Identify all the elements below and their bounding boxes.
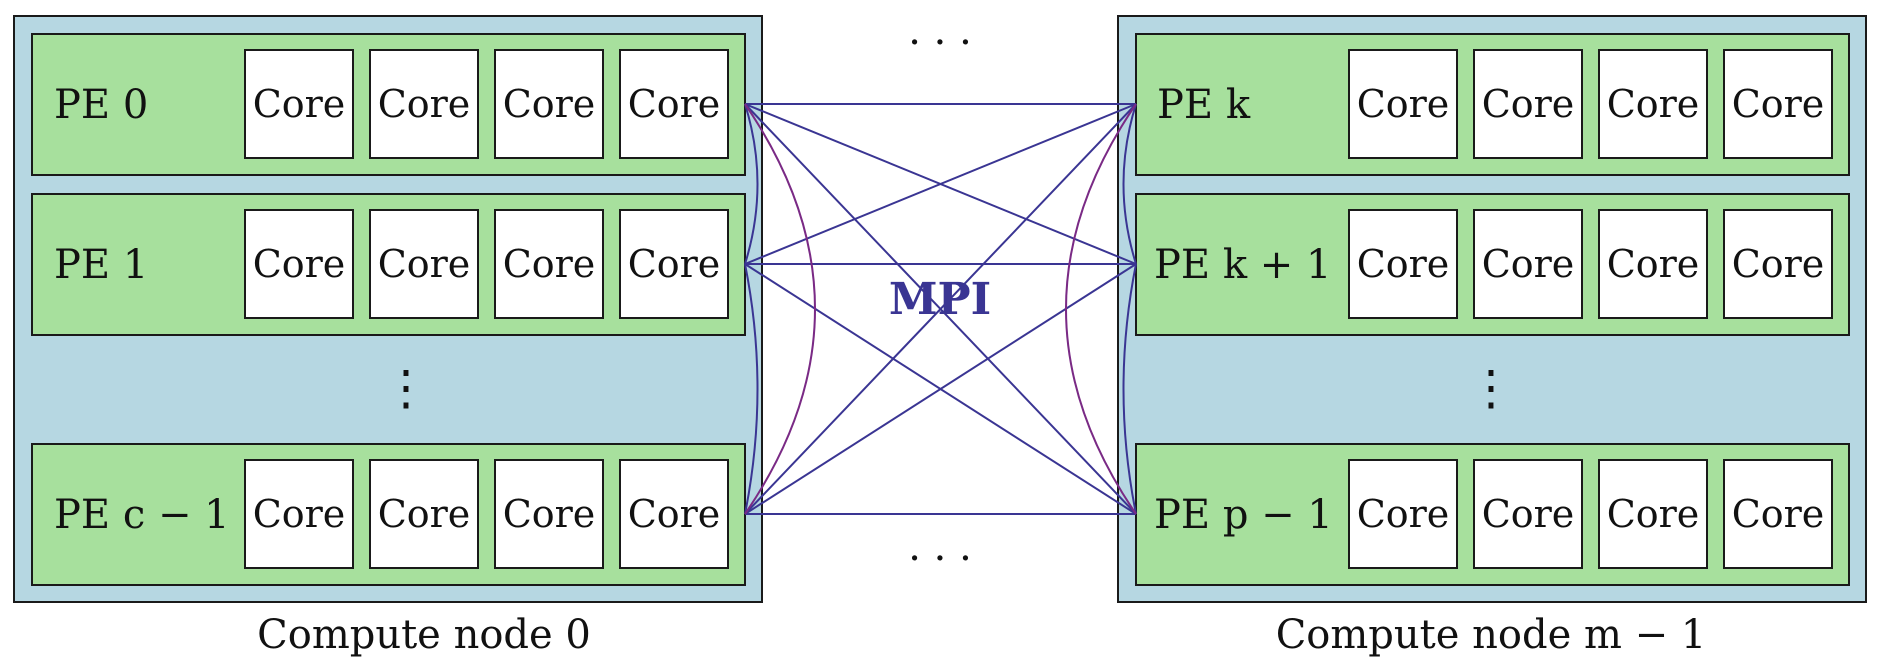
pe-label: PE 0	[54, 82, 148, 128]
core-label: Core	[1482, 492, 1575, 536]
core-box: Core	[369, 209, 479, 319]
core-label: Core	[503, 82, 596, 126]
core-box: Core	[369, 49, 479, 159]
core-box: Core	[619, 459, 729, 569]
core-label: Core	[378, 242, 471, 286]
core-label: Core	[253, 82, 346, 126]
core-label: Core	[1607, 492, 1700, 536]
link-left-0-c1	[744, 103, 816, 515]
core-label: Core	[1607, 82, 1700, 126]
core-box: Core	[244, 49, 354, 159]
mpi-links-outer	[744, 103, 1137, 515]
core-label: Core	[1482, 82, 1575, 126]
core-label: Core	[1732, 82, 1825, 126]
core-box: Core	[1723, 209, 1833, 319]
horizontal-ellipsis-bottom: · · ·	[908, 536, 972, 582]
core-box: Core	[1723, 459, 1833, 569]
core-box: Core	[619, 49, 729, 159]
horizontal-ellipsis-top: · · ·	[908, 20, 972, 66]
core-box: Core	[1598, 49, 1708, 159]
core-label: Core	[253, 242, 346, 286]
core-label: Core	[378, 82, 471, 126]
link-left-0-1	[744, 103, 759, 265]
core-box: Core	[1598, 209, 1708, 319]
pe-label: PE p − 1	[1154, 492, 1333, 538]
link-1-k	[744, 103, 1137, 265]
vertical-ellipsis-node1: ⋮	[1467, 360, 1515, 416]
core-box: Core	[1473, 209, 1583, 319]
core-boxes: Core Core Core Core Core Core Core Core Core Core…	[244, 49, 1833, 569]
core-box: Core	[1723, 49, 1833, 159]
core-box: Core	[619, 209, 729, 319]
link-c1-k	[744, 103, 1137, 515]
core-box: Core	[494, 459, 604, 569]
link-right-k-k1	[1122, 103, 1137, 265]
core-box: Core	[1473, 459, 1583, 569]
mpi-label: MPI	[889, 274, 991, 325]
link-c1-k1	[744, 263, 1137, 515]
link-left-1-c1	[744, 263, 759, 515]
pe-label: PE c − 1	[54, 492, 230, 538]
core-label: Core	[628, 492, 721, 536]
pe-label: PE k + 1	[1154, 242, 1331, 288]
compute-node-m-1-caption: Compute node m − 1	[1276, 612, 1707, 658]
core-label: Core	[1357, 242, 1450, 286]
link-right-k-p1	[1065, 103, 1137, 515]
core-box: Core	[1348, 49, 1458, 159]
core-label: Core	[503, 242, 596, 286]
core-box: Core	[244, 459, 354, 569]
core-label: Core	[1607, 242, 1700, 286]
core-box: Core	[494, 209, 604, 319]
core-box: Core	[1598, 459, 1708, 569]
core-box: Core	[494, 49, 604, 159]
core-label: Core	[378, 492, 471, 536]
core-box: Core	[369, 459, 479, 569]
compute-node-0-caption: Compute node 0	[257, 612, 591, 658]
core-label: Core	[628, 82, 721, 126]
core-label: Core	[628, 242, 721, 286]
core-box: Core	[1473, 49, 1583, 159]
core-label: Core	[1732, 492, 1825, 536]
core-label: Core	[1482, 242, 1575, 286]
core-label: Core	[1357, 492, 1450, 536]
core-label: Core	[503, 492, 596, 536]
pe-label: PE 1	[54, 242, 148, 288]
core-label: Core	[1732, 242, 1825, 286]
core-label: Core	[253, 492, 346, 536]
link-right-k1-p1	[1122, 263, 1137, 515]
mpi-links	[744, 103, 1137, 515]
core-label: Core	[1357, 82, 1450, 126]
pe-label: PE k	[1157, 82, 1251, 128]
core-box: Core	[244, 209, 354, 319]
core-box: Core	[1348, 209, 1458, 319]
vertical-ellipsis-node0: ⋮	[382, 360, 430, 416]
core-box: Core	[1348, 459, 1458, 569]
